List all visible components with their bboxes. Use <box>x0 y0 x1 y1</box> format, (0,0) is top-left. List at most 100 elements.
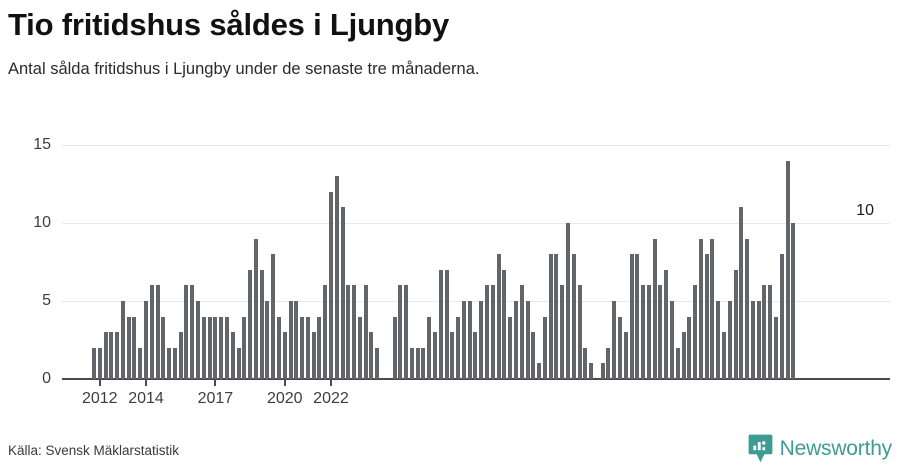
bar[interactable] <box>253 238 258 379</box>
bar[interactable] <box>704 254 709 379</box>
bar[interactable] <box>392 316 397 379</box>
bar[interactable] <box>404 285 409 379</box>
bar[interactable] <box>733 269 738 379</box>
bar[interactable] <box>161 316 166 379</box>
bar[interactable] <box>300 316 305 379</box>
bar[interactable] <box>479 301 484 379</box>
bar[interactable] <box>190 285 195 379</box>
bar[interactable] <box>340 207 345 379</box>
bar[interactable] <box>542 316 547 379</box>
bar[interactable] <box>149 285 154 379</box>
bar[interactable] <box>670 301 674 379</box>
bar[interactable] <box>444 269 449 379</box>
bar[interactable] <box>571 254 576 379</box>
bar[interactable] <box>687 316 692 379</box>
bar[interactable] <box>473 332 478 379</box>
bar[interactable] <box>265 301 270 379</box>
bar[interactable] <box>120 301 125 379</box>
bar[interactable] <box>352 285 357 379</box>
bar[interactable] <box>450 332 455 379</box>
bar[interactable] <box>259 269 264 379</box>
bar[interactable] <box>681 332 686 379</box>
bar[interactable] <box>409 347 414 379</box>
bar[interactable] <box>531 332 536 379</box>
bar[interactable] <box>525 301 530 379</box>
bar[interactable] <box>178 332 183 379</box>
bar[interactable] <box>421 347 426 379</box>
bar[interactable] <box>334 176 339 379</box>
bar[interactable] <box>554 254 559 379</box>
bar[interactable] <box>167 347 172 379</box>
bar[interactable] <box>617 316 622 379</box>
bar[interactable] <box>427 316 432 379</box>
bar[interactable] <box>791 223 796 379</box>
bar[interactable] <box>346 285 351 379</box>
bar[interactable] <box>224 316 229 379</box>
bar[interactable] <box>629 254 634 379</box>
bar[interactable] <box>722 332 727 379</box>
bar[interactable] <box>461 301 466 379</box>
bar[interactable] <box>184 285 189 379</box>
bar[interactable] <box>519 285 524 379</box>
bar[interactable] <box>144 301 149 379</box>
bar[interactable] <box>288 301 293 379</box>
bar[interactable] <box>294 301 299 379</box>
bar[interactable] <box>623 332 628 379</box>
bar[interactable] <box>375 347 380 379</box>
bar[interactable] <box>328 191 333 379</box>
bar[interactable] <box>537 363 542 379</box>
bar[interactable] <box>126 316 131 379</box>
bar[interactable] <box>438 269 443 379</box>
bar[interactable] <box>456 316 461 379</box>
bar[interactable] <box>242 316 247 379</box>
bar[interactable] <box>716 301 721 379</box>
bar[interactable] <box>230 332 235 379</box>
bar[interactable] <box>207 316 212 379</box>
bar[interactable] <box>317 316 322 379</box>
bar[interactable] <box>323 285 328 379</box>
bar[interactable] <box>583 347 588 379</box>
bar[interactable] <box>710 238 715 379</box>
bar[interactable] <box>641 285 646 379</box>
bar[interactable] <box>92 347 96 379</box>
bar[interactable] <box>103 332 108 379</box>
bar[interactable] <box>282 332 287 379</box>
bar[interactable] <box>196 301 201 379</box>
bar[interactable] <box>785 160 790 379</box>
bar[interactable] <box>612 301 617 379</box>
bar[interactable] <box>658 285 663 379</box>
bar[interactable] <box>305 316 310 379</box>
bar[interactable] <box>271 254 276 379</box>
bar[interactable] <box>236 347 241 379</box>
bar[interactable] <box>606 347 611 379</box>
bar[interactable] <box>589 363 594 379</box>
bar[interactable] <box>646 285 651 379</box>
bar[interactable] <box>508 316 513 379</box>
bar[interactable] <box>276 316 281 379</box>
bar[interactable] <box>311 332 316 379</box>
bar[interactable] <box>155 285 160 379</box>
bar[interactable] <box>496 254 501 379</box>
bar[interactable] <box>745 238 750 379</box>
bar[interactable] <box>132 316 137 379</box>
bar[interactable] <box>109 332 114 379</box>
bar[interactable] <box>560 285 565 379</box>
bar[interactable] <box>415 347 420 379</box>
bar[interactable] <box>768 285 773 379</box>
bar[interactable] <box>485 285 490 379</box>
bar[interactable] <box>756 301 761 379</box>
bar[interactable] <box>600 363 605 379</box>
bar[interactable] <box>248 269 253 379</box>
bar[interactable] <box>138 347 143 379</box>
bar[interactable] <box>779 254 784 379</box>
brand-logo[interactable]: Newsworthy <box>748 434 892 463</box>
bar[interactable] <box>739 207 744 379</box>
bar[interactable] <box>565 223 570 379</box>
bar[interactable] <box>213 316 218 379</box>
bar[interactable] <box>433 332 438 379</box>
bar[interactable] <box>369 332 374 379</box>
bar[interactable] <box>467 301 472 379</box>
bar[interactable] <box>172 347 177 379</box>
bar[interactable] <box>675 347 680 379</box>
bar[interactable] <box>97 347 102 379</box>
